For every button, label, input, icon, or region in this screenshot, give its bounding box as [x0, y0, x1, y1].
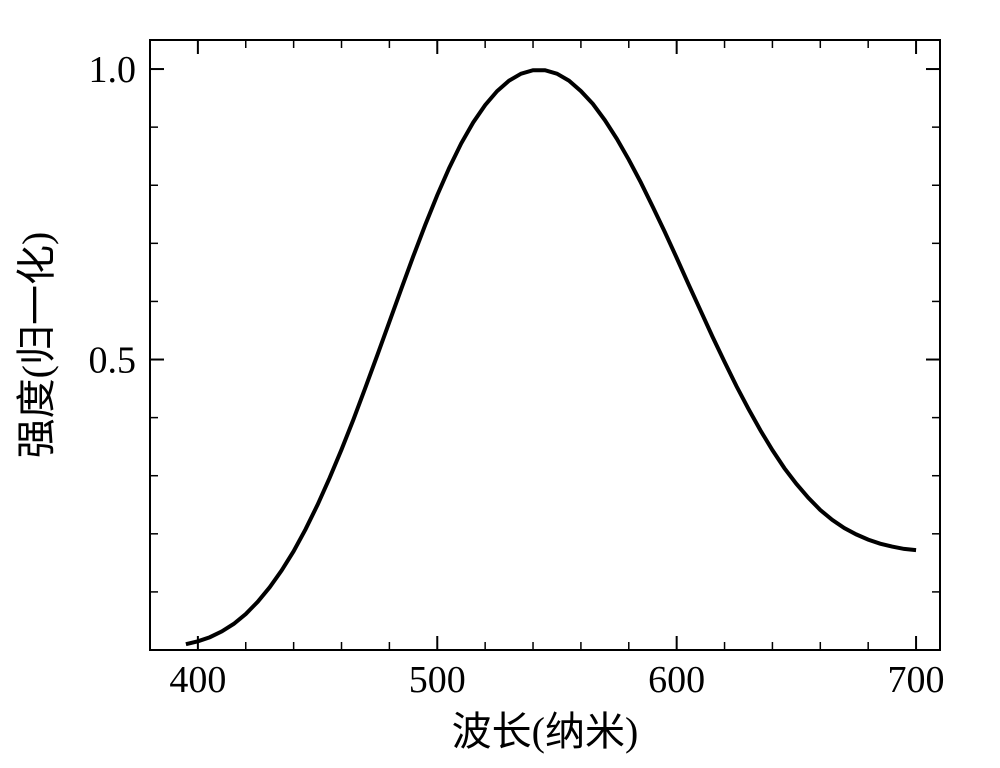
- svg-text:强度(归一化): 强度(归一化): [14, 232, 59, 459]
- svg-text:400: 400: [169, 659, 226, 701]
- svg-text:0.5: 0.5: [89, 340, 137, 382]
- chart-svg: 400 500 600 700 0.5 1.0 波长(纳米) 强度(归一化): [0, 0, 1000, 768]
- svg-text:700: 700: [888, 659, 945, 701]
- svg-text:600: 600: [648, 659, 705, 701]
- svg-text:波长(纳米): 波长(纳米): [452, 709, 639, 754]
- svg-text:500: 500: [409, 659, 466, 701]
- svg-text:1.0: 1.0: [89, 49, 137, 91]
- spectrum-chart: 400 500 600 700 0.5 1.0 波长(纳米) 强度(归一化): [0, 0, 1000, 768]
